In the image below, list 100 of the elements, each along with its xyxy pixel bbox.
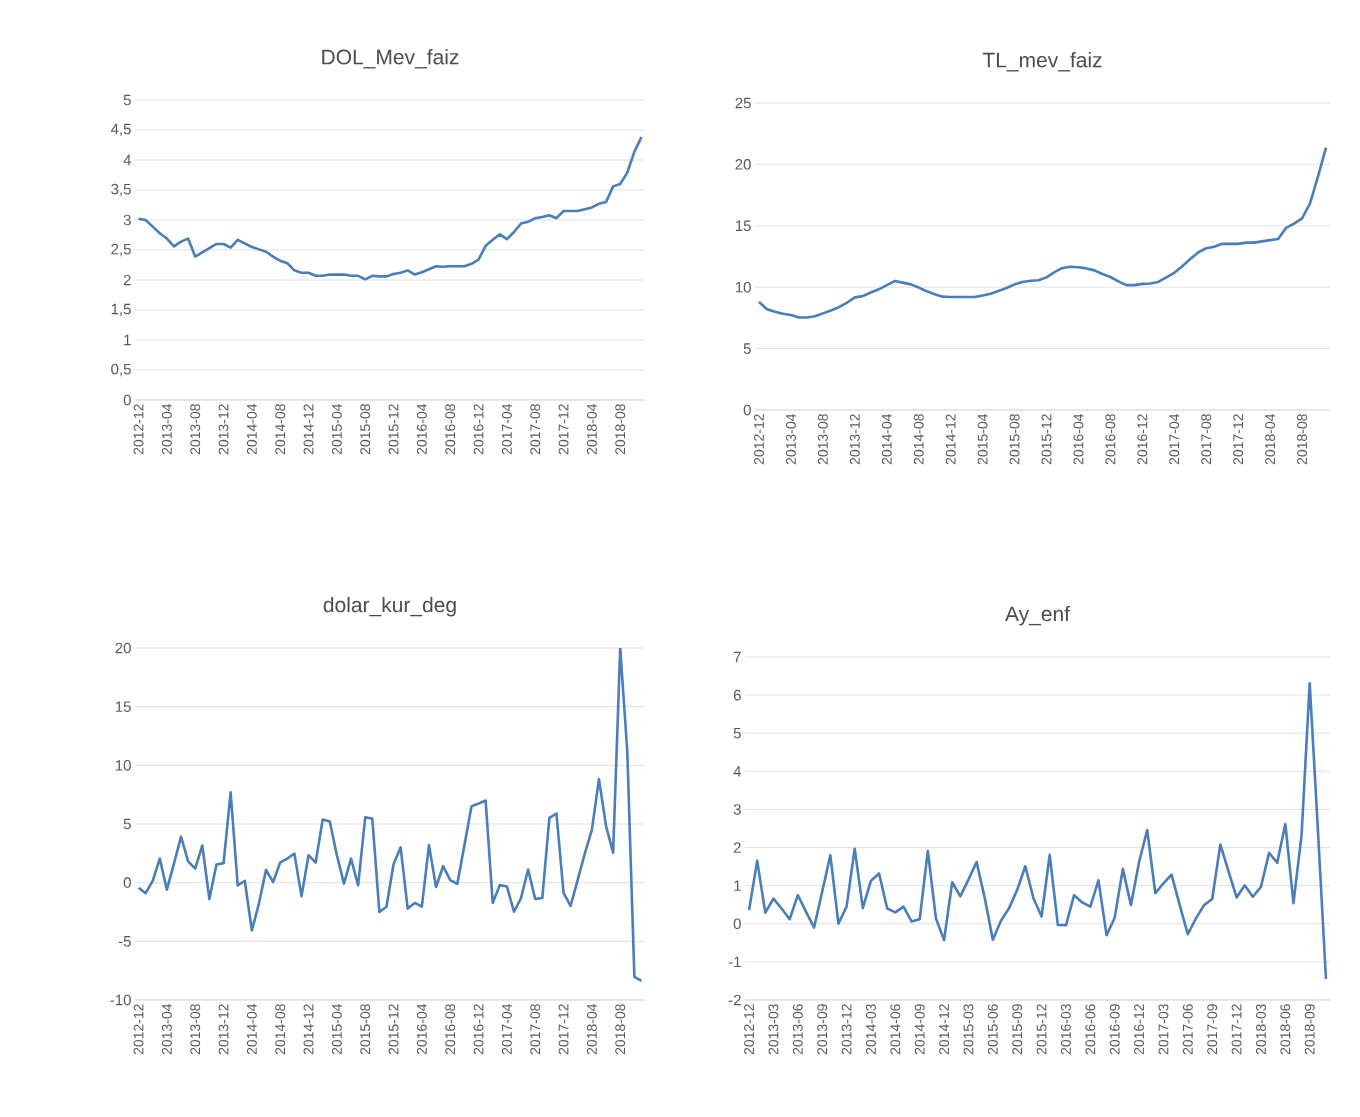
- x-tick-label: 2013-08: [817, 414, 828, 465]
- y-tick-label: 0: [123, 877, 131, 888]
- x-tick-label: 2014-12: [945, 414, 956, 465]
- y-tick-label: 1: [124, 334, 131, 346]
- x-tick-label: 2018-04: [586, 403, 597, 455]
- x-tick-label: 2017-08: [530, 1004, 541, 1055]
- y-tick-label: 4: [733, 766, 742, 777]
- line-series: [747, 681, 1328, 981]
- x-tick-label: 2013-08: [190, 404, 201, 455]
- x-tick-label: 2015-12: [388, 404, 399, 455]
- y-tick-label: 15: [735, 220, 751, 232]
- x-tick-label: 2017-06: [1182, 1004, 1193, 1055]
- x-tick-label: 2014-06: [890, 1004, 901, 1055]
- y-tick-label: 7: [733, 651, 741, 663]
- x-tick-label: 2014-08: [275, 404, 286, 455]
- x-tick-label: 2015-06: [987, 1004, 998, 1055]
- chart-title: Ay_enf: [1005, 605, 1071, 626]
- y-tick-label: 0,5: [111, 363, 131, 377]
- x-tick-label: 2017-08: [530, 404, 541, 455]
- y-tick-label: 3: [733, 804, 741, 815]
- x-tick-label: 2016-04: [1073, 413, 1084, 465]
- y-tick-label: 3: [123, 214, 131, 226]
- x-tick-label: 2017-09: [1207, 1004, 1218, 1055]
- x-tick-label: 2014-08: [275, 1004, 286, 1055]
- x-tick-label: 2012-12: [754, 414, 764, 465]
- x-tick-label: 2018-04: [1265, 413, 1276, 465]
- y-tick-label: 20: [735, 159, 751, 170]
- x-tick-label: 2015-08: [360, 404, 371, 455]
- x-tick-label: 2018-08: [615, 1004, 626, 1055]
- x-tick-label: 2015-04: [331, 403, 342, 455]
- x-tick-label: 2016-12: [1134, 1004, 1145, 1055]
- y-tick-label: 1,5: [111, 303, 131, 317]
- y-tick-label: 2,5: [111, 243, 131, 257]
- y-tick-label: 0: [743, 404, 751, 416]
- x-tick-label: 2013-09: [817, 1004, 828, 1055]
- x-tick-label: 2014-12: [303, 1004, 314, 1055]
- x-tick-label: 2017-04: [501, 1003, 512, 1055]
- y-tick-label: 5: [123, 94, 131, 106]
- x-tick-label: 2017-08: [1201, 414, 1212, 465]
- x-tick-label: 2013-04: [161, 1003, 172, 1055]
- x-tick-label: 2016-08: [1105, 414, 1116, 465]
- x-tick-label: 2012-12: [133, 404, 144, 455]
- chart-title: dolar_kur_deg: [323, 596, 456, 617]
- line-series: [137, 648, 643, 983]
- x-tick-label: 2013-12: [218, 404, 229, 455]
- x-tick-label: 2014-08: [913, 414, 924, 465]
- x-tick-label: 2014-09: [914, 1004, 925, 1055]
- x-tick-label: 2018-08: [615, 404, 626, 455]
- y-tick-label: 6: [733, 689, 741, 701]
- y-tick-label: 10: [735, 281, 751, 293]
- x-tick-label: 2014-04: [246, 403, 257, 455]
- x-tick-label: 2013-04: [161, 403, 172, 455]
- x-tick-label: 2016-09: [1109, 1004, 1120, 1055]
- x-tick-label: 2016-04: [416, 1003, 427, 1055]
- x-tick-label: 2018-09: [1304, 1004, 1315, 1055]
- x-tick-label: 2016-08: [445, 1004, 456, 1055]
- x-tick-label: 2017-04: [1169, 413, 1180, 465]
- x-tick-label: 2015-12: [1041, 414, 1052, 465]
- x-tick-label: 2017-12: [558, 404, 569, 455]
- y-tick-label: 25: [735, 97, 751, 109]
- x-tick-label: 2015-08: [1009, 414, 1020, 465]
- x-tick-label: 2014-12: [939, 1004, 950, 1055]
- y-tick-label: 5: [743, 343, 751, 354]
- x-tick-label: 2018-06: [1280, 1004, 1291, 1055]
- x-tick-label: 2013-04: [785, 413, 796, 465]
- chart-title: DOL_Mev_faiz: [322, 49, 459, 69]
- y-tick-label: 1: [734, 880, 741, 891]
- y-tick-label: 15: [115, 701, 131, 712]
- x-tick-label: 2014-12: [303, 404, 314, 455]
- x-tick-label: 2015-09: [1012, 1004, 1023, 1055]
- y-tick-label: -1: [728, 956, 741, 968]
- x-tick-label: 2013-12: [849, 414, 860, 465]
- y-tick-label: 20: [115, 642, 131, 654]
- y-tick-label: 2: [733, 842, 741, 853]
- y-tick-label: 10: [115, 760, 131, 771]
- x-tick-label: 2018-04: [586, 1003, 597, 1055]
- x-tick-label: 2017-03: [1158, 1004, 1169, 1055]
- x-tick-label: 2012-12: [744, 1004, 755, 1055]
- x-tick-label: 2013-12: [841, 1004, 852, 1055]
- x-tick-label: 2013-12: [218, 1004, 229, 1055]
- x-tick-label: 2015-12: [388, 1004, 399, 1055]
- y-tick-label: -5: [118, 936, 131, 947]
- x-tick-label: 2012-12: [133, 1004, 144, 1055]
- y-tick-label: 4,5: [110, 123, 131, 137]
- x-tick-label: 2015-08: [360, 1004, 371, 1055]
- x-tick-label: 2017-04: [501, 403, 512, 455]
- y-tick-label: 0: [733, 918, 741, 930]
- x-tick-label: 2016-12: [473, 1004, 484, 1055]
- x-tick-label: 2015-04: [977, 413, 988, 465]
- x-tick-label: 2018-08: [1297, 414, 1308, 465]
- x-tick-label: 2016-04: [416, 403, 427, 455]
- y-tick-label: -10: [110, 994, 131, 1006]
- x-tick-label: 2017-12: [1233, 414, 1244, 465]
- x-tick-label: 2016-08: [445, 404, 456, 455]
- x-tick-label: 2016-12: [1137, 414, 1148, 465]
- x-tick-label: 2015-04: [331, 1003, 342, 1055]
- x-tick-label: 2017-12: [558, 1004, 569, 1055]
- y-tick-label: 4: [123, 154, 132, 166]
- x-tick-label: 2016-12: [473, 404, 484, 455]
- chart-title: TL_mev_faiz: [982, 52, 1102, 72]
